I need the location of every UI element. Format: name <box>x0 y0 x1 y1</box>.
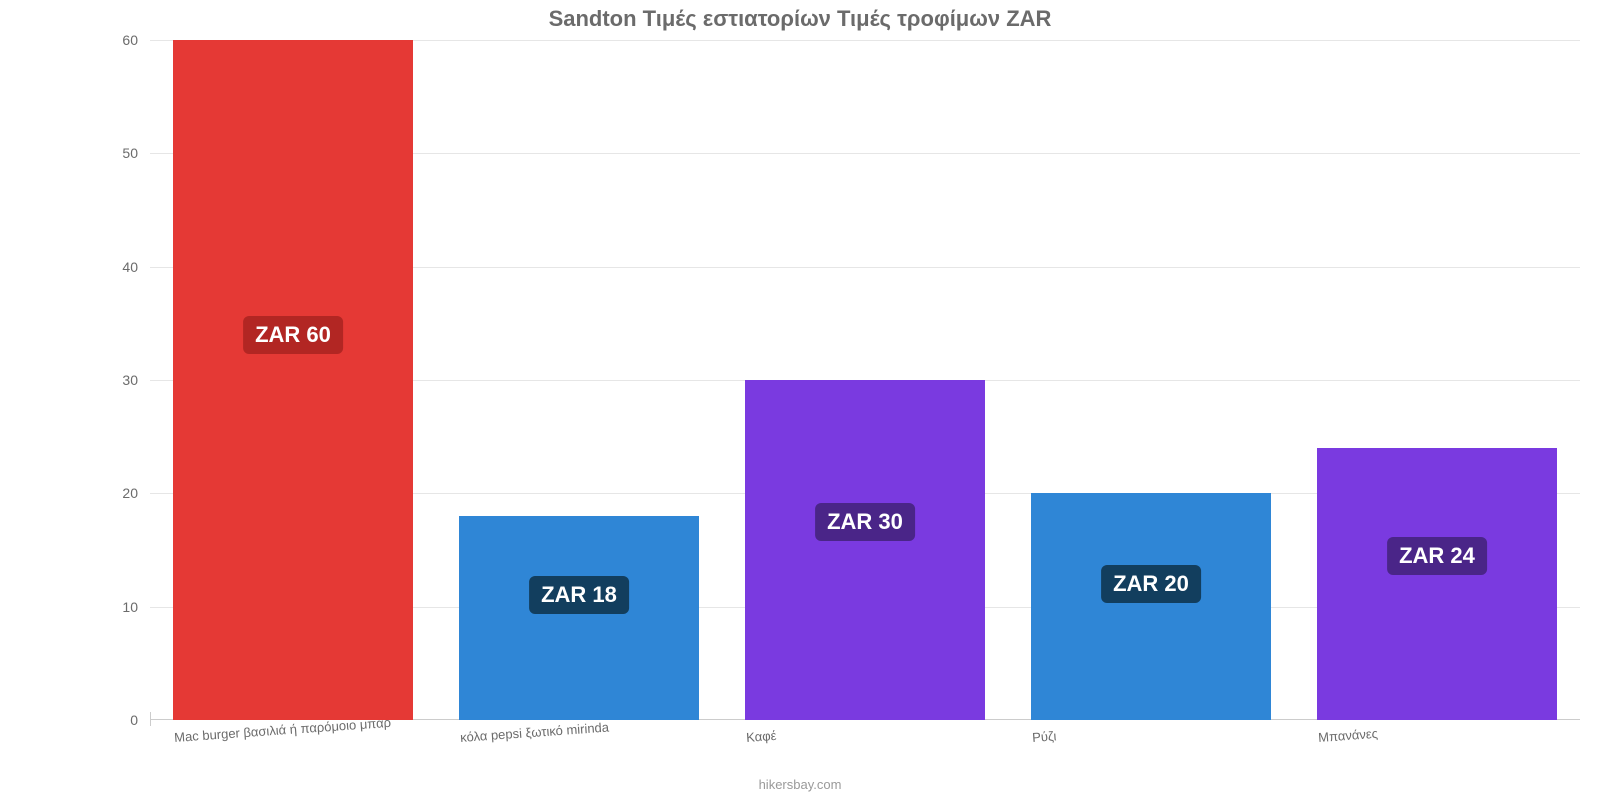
bar-value-label: ZAR 24 <box>1387 537 1487 575</box>
y-tick-label: 30 <box>122 372 150 388</box>
bar <box>745 380 985 720</box>
category-label: Μπανάνες <box>1317 716 1378 745</box>
y-tick-label: 60 <box>122 32 150 48</box>
category-label: Ρύζι <box>1031 718 1057 745</box>
bar-chart: Sandton Τιμές εστιατορίων Τιμές τροφίμων… <box>0 0 1600 800</box>
plot-area: 0102030405060ZAR 60Mac burger βασιλιά ή … <box>150 40 1580 720</box>
category-label: Καφέ <box>745 718 777 745</box>
y-axis-stub <box>150 712 151 726</box>
bar <box>1031 493 1271 720</box>
y-tick-label: 10 <box>122 599 150 615</box>
chart-title: Sandton Τιμές εστιατορίων Τιμές τροφίμων… <box>0 6 1600 32</box>
y-tick-label: 50 <box>122 145 150 161</box>
bar-value-label: ZAR 18 <box>529 576 629 614</box>
y-tick-label: 0 <box>130 712 150 728</box>
bar-value-label: ZAR 30 <box>815 503 915 541</box>
bar-value-label: ZAR 20 <box>1101 565 1201 603</box>
bar-value-label: ZAR 60 <box>243 316 343 354</box>
bar <box>173 40 413 720</box>
bar <box>1317 448 1557 720</box>
y-tick-label: 20 <box>122 485 150 501</box>
y-tick-label: 40 <box>122 259 150 275</box>
attribution: hikersbay.com <box>0 777 1600 792</box>
bar <box>459 516 699 720</box>
